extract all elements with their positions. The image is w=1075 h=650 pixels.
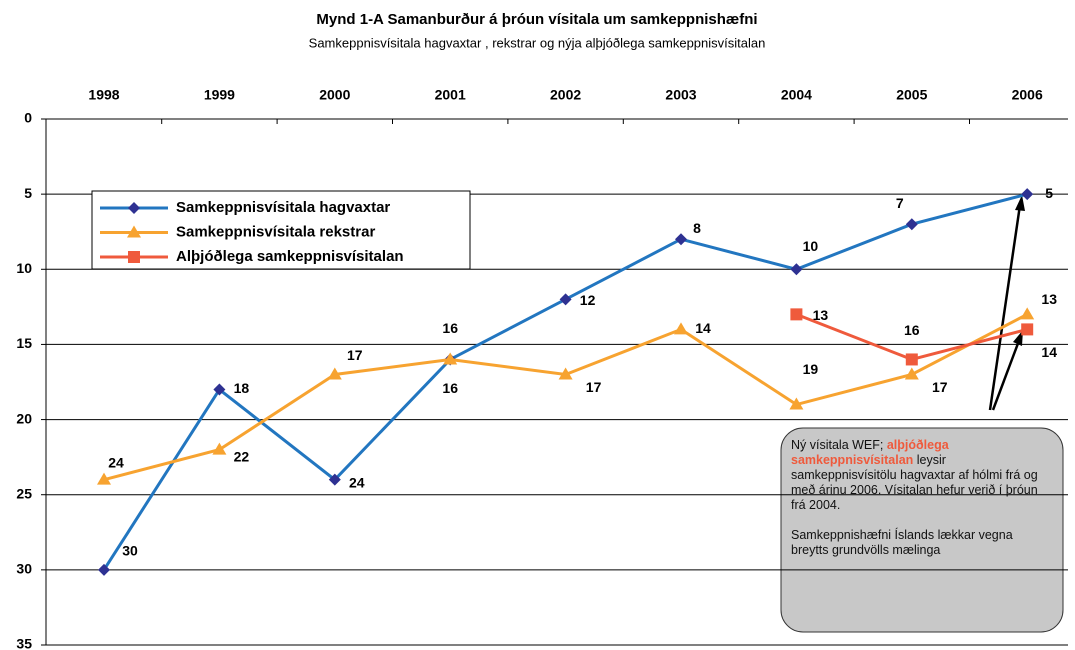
marker [1021, 323, 1034, 336]
marker [212, 442, 227, 455]
arrow-head [1015, 195, 1025, 211]
data-label: 7 [896, 195, 904, 211]
y-tick-label: 35 [16, 636, 32, 650]
data-label: 16 [442, 380, 458, 396]
x-tick-label: 2004 [781, 87, 812, 103]
marker [790, 308, 803, 321]
y-tick-label: 25 [16, 485, 32, 501]
x-tick-label: 1999 [204, 87, 235, 103]
annotation: Ný vísitala WEF; alþjóðlega samkeppnisví… [791, 438, 1053, 558]
marker [213, 383, 226, 396]
marker [904, 367, 919, 380]
y-tick-label: 0 [24, 110, 32, 126]
legend-label: Samkeppnisvísitala hagvaxtar [176, 199, 390, 216]
data-label: 17 [347, 347, 363, 363]
annotation-text: Ný vísitala WEF; [791, 438, 887, 452]
marker [558, 367, 573, 380]
data-label: 16 [442, 320, 458, 336]
y-tick-label: 30 [16, 561, 32, 577]
annotation-highlight: alþjóðlega samkeppnisvísitalan [791, 438, 949, 467]
data-label: 17 [586, 379, 602, 395]
y-tick-label: 20 [16, 410, 32, 426]
data-label: 17 [932, 379, 948, 395]
y-tick-label: 15 [16, 335, 32, 351]
legend-label: Alþjóðlega samkeppnisvísitalan [176, 248, 404, 265]
data-label: 8 [693, 220, 701, 236]
marker [1020, 307, 1035, 320]
data-label: 24 [349, 474, 365, 490]
data-label: 22 [234, 448, 250, 464]
y-tick-label: 5 [24, 185, 32, 201]
data-label: 5 [1045, 185, 1053, 201]
chart-subtitle: Samkeppnisvísitala hagvaxtar , rekstrar … [309, 35, 766, 50]
y-tick-label: 10 [16, 260, 32, 276]
data-label: 13 [813, 307, 829, 323]
chart-title: Mynd 1-A Samanburður á þróun vísitala um… [316, 11, 757, 28]
marker [127, 225, 141, 238]
data-label: 14 [695, 320, 711, 336]
marker [905, 353, 918, 366]
x-tick-label: 2002 [550, 87, 581, 103]
marker [97, 472, 111, 485]
data-label: 18 [234, 380, 250, 396]
marker [789, 397, 804, 410]
data-label: 12 [580, 292, 596, 308]
data-label: 14 [1041, 344, 1057, 360]
marker [128, 202, 140, 214]
data-label: 10 [803, 238, 819, 254]
x-tick-label: 2000 [319, 87, 350, 103]
annotation-note: Samkeppnishæfni Íslands lækkar vegna bre… [791, 528, 1013, 557]
marker [327, 367, 342, 380]
marker [1021, 188, 1034, 201]
marker [674, 322, 688, 335]
marker [905, 218, 918, 231]
data-label: 30 [122, 543, 138, 559]
data-label: 24 [108, 454, 124, 470]
marker [128, 251, 140, 263]
marker [675, 233, 687, 246]
legend-label: Samkeppnisvísitala rekstrar [176, 223, 375, 240]
arrows [988, 204, 1022, 411]
annotation-text: leysir samkeppnisvísitölu hagvaxtar af h… [791, 453, 1038, 512]
x-tick-label: 2001 [435, 87, 466, 103]
data-label: 13 [1041, 291, 1057, 307]
marker [443, 352, 458, 365]
x-tick-label: 2005 [896, 87, 927, 103]
annotation-box [780, 427, 1064, 633]
data-label: 16 [904, 322, 920, 338]
marker [98, 563, 110, 576]
marker [559, 293, 572, 306]
x-tick-label: 2003 [665, 87, 696, 103]
data-label: 19 [803, 361, 819, 377]
marker [328, 473, 341, 486]
arrow-head [1013, 330, 1023, 346]
x-tick-label: 2006 [1012, 87, 1043, 103]
x-tick-label: 1998 [88, 87, 119, 103]
marker [790, 263, 803, 276]
